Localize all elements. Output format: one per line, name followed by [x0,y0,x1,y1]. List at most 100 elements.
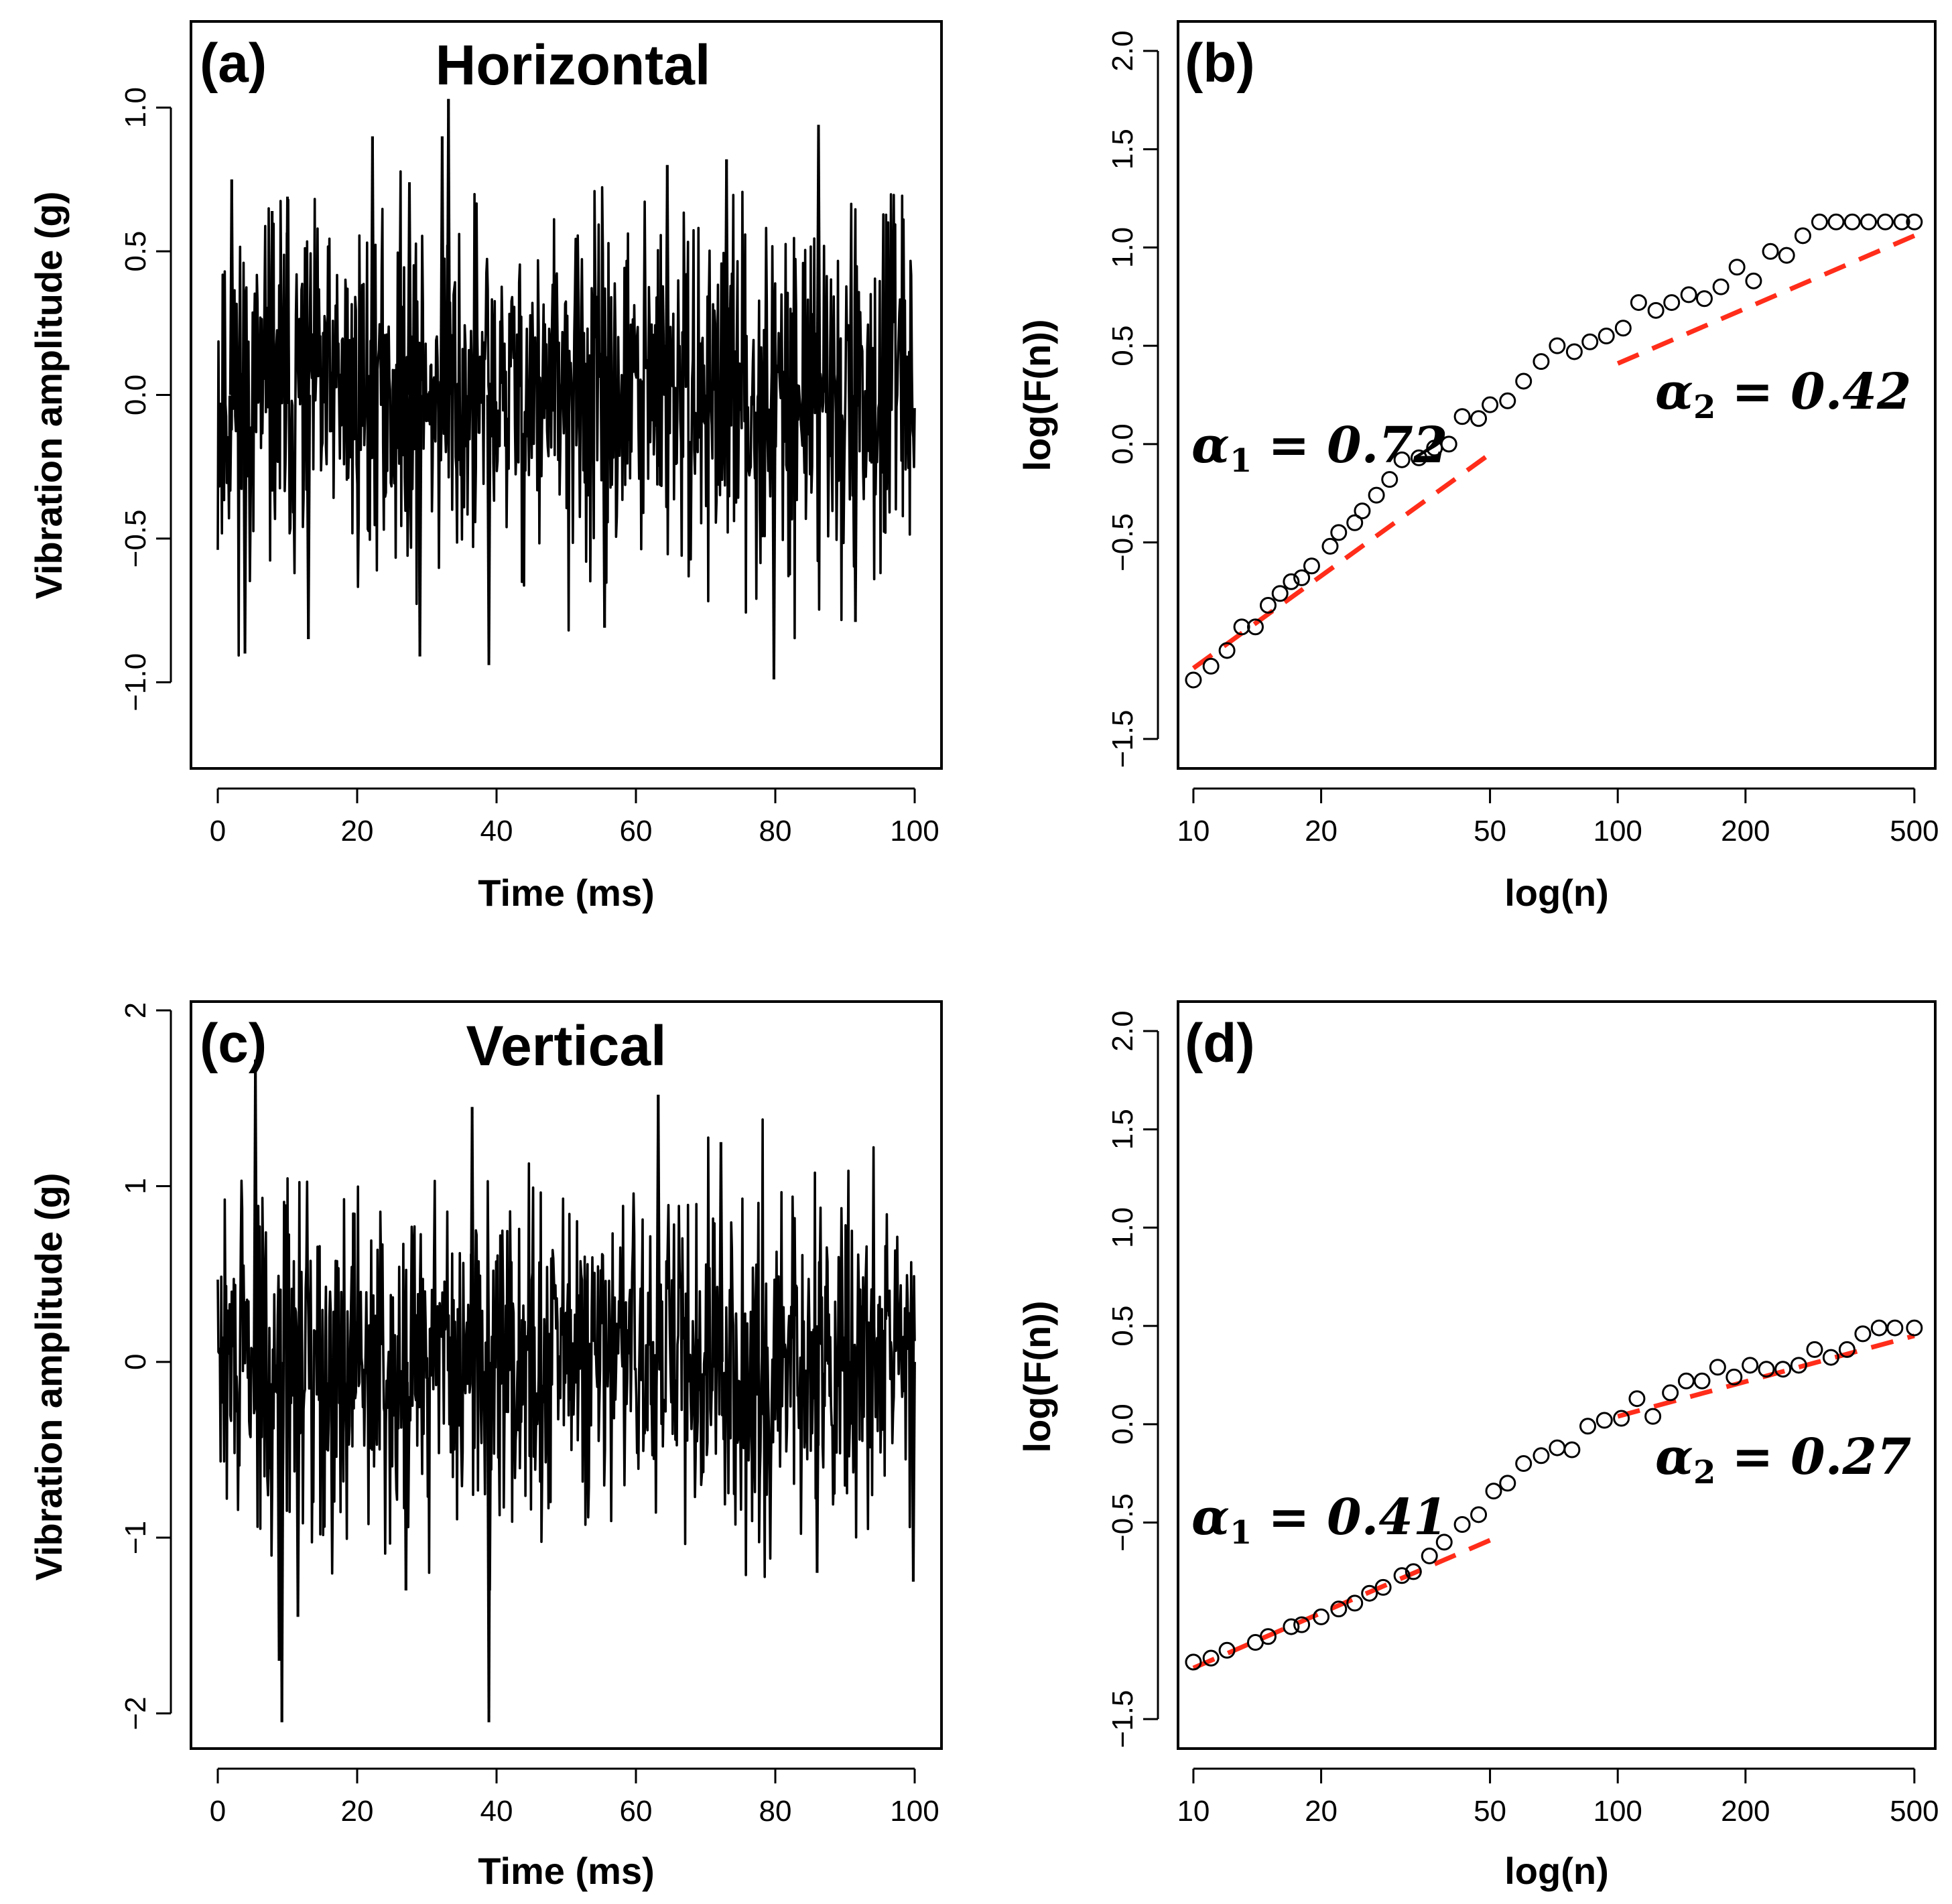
x-tick-label: 40 [480,815,513,847]
data-point [1435,1534,1453,1551]
x-axis: 0 20 40 60 80 100 [210,1767,939,1828]
data-point [1361,1584,1378,1602]
x-tick-label: 10 [1177,1795,1210,1828]
alpha1-annotation: α1 = 0.41 [1191,1489,1447,1552]
x-axis: 10 20 50 100 200 500 [1177,787,1939,847]
data-point [1893,213,1910,230]
y-tick-label: −1 [119,1521,152,1554]
data-point [1695,290,1713,308]
y-tick-label: 0.0 [1106,1404,1139,1444]
data-point [1579,1418,1597,1435]
x-tick-label: 80 [759,815,792,847]
signal-spike [307,395,312,640]
x-tick-label: 200 [1721,815,1770,847]
data-point [1596,1412,1613,1429]
x-axis-title: Time (ms) [478,1850,654,1892]
data-point [1549,1439,1566,1456]
data-point [1758,1361,1775,1378]
data-point [1886,1319,1904,1337]
y-tick-label: −2 [119,1696,152,1730]
data-point [1563,1441,1581,1458]
x-tick-label: 40 [480,1795,513,1828]
panel-title: Horizontal [436,33,711,96]
data-point [1185,1653,1202,1671]
y-axis: −1.0 −0.5 0.0 0.5 1.0 [119,87,172,711]
y-tick-label: 2.0 [1106,30,1139,71]
x-axis-title: Time (ms) [478,872,654,914]
data-point [1259,1628,1277,1645]
data-point [1485,1483,1502,1500]
fit-lines [1191,233,1916,671]
signal-spike [911,1361,916,1582]
signal-spike [296,1361,301,1617]
data-point [1860,213,1877,230]
data-point [1202,657,1220,675]
x-tick-label: 100 [890,1795,939,1828]
data-point [1745,272,1762,289]
data-point [1410,449,1427,466]
x-tick-label: 100 [1593,1795,1642,1828]
signal-spike [286,196,290,395]
y-tick-label: 1.0 [119,87,152,128]
x-tick-label: 500 [1890,815,1939,847]
y-tick-label: 2.0 [1106,1010,1139,1051]
plot-frame [190,20,943,770]
data-point [1662,1384,1679,1402]
signal-spike [418,395,423,657]
signal-spike [719,1142,724,1362]
signal-spike [447,98,452,395]
data-point [1293,1616,1311,1633]
data-point [1843,213,1861,230]
data-point [1565,343,1583,360]
y-axis-title: log(F(n)) [1016,1301,1058,1453]
data-point [1549,337,1566,354]
signal-spike [603,395,608,628]
data-point [1283,573,1300,590]
signal-spike [404,1361,409,1590]
data-point [1218,1641,1236,1659]
y-tick-label: 1.0 [1106,227,1139,268]
signal-trace [216,170,916,657]
y-tick-label: −1.0 [119,653,152,711]
panel-c: 0 20 40 60 80 100 −2 −1 0 1 2 (c) Vertical Time (… [27,1000,943,1892]
points [1185,213,1923,689]
x-axis-title: log(n) [1504,1850,1608,1892]
x-axis: 10 20 50 100 200 500 [1177,1767,1939,1828]
alpha2-annotation: α2 = 0.27 [1655,1428,1911,1491]
data-point [1259,596,1277,614]
data-point [1726,1368,1743,1385]
spikes [253,1059,916,1722]
signal-spike [817,125,822,395]
data-point [1499,1475,1516,1492]
y-axis: −1.5 −0.5 0.0 0.5 1.0 1.5 2.0 [1106,1010,1159,1748]
data-point [1712,278,1730,295]
y-tick-label: 0.0 [1106,423,1139,464]
signal-trace [216,1118,916,1591]
signal-spike [408,182,412,395]
fit-line [1191,452,1492,671]
data-point [1482,396,1499,413]
y-axis-title: log(F(n)) [1016,320,1058,472]
data-point [1613,1410,1630,1427]
signal-spike [371,136,375,395]
signal-spike [470,1107,475,1362]
panel-d: 10 20 50 100 200 500 −1.5−0.50.00.51.01.52.0 … [1016,1000,1939,1892]
data-point [1381,471,1398,488]
y-tick-label: 0.5 [1106,1306,1139,1347]
panel-label: (c) [200,1013,267,1074]
y-tick-label: 1.5 [1106,1109,1139,1150]
data-point [1233,618,1250,636]
panel-label: (d) [1185,1013,1255,1074]
data-point [1374,1578,1392,1596]
data-point [1293,569,1311,586]
y-axis-title: Vibration amplitude (g) [27,192,70,600]
x-tick-label: 80 [759,1795,792,1828]
data-point [1346,1594,1364,1612]
x-axis: 0 20 40 60 80 100 [210,787,939,847]
x-axis-title: log(n) [1504,872,1608,914]
data-point [1421,1547,1438,1564]
y-tick-label: 1 [119,1178,152,1194]
data-point [1790,1357,1807,1374]
y-tick-label: 0.5 [119,230,152,271]
